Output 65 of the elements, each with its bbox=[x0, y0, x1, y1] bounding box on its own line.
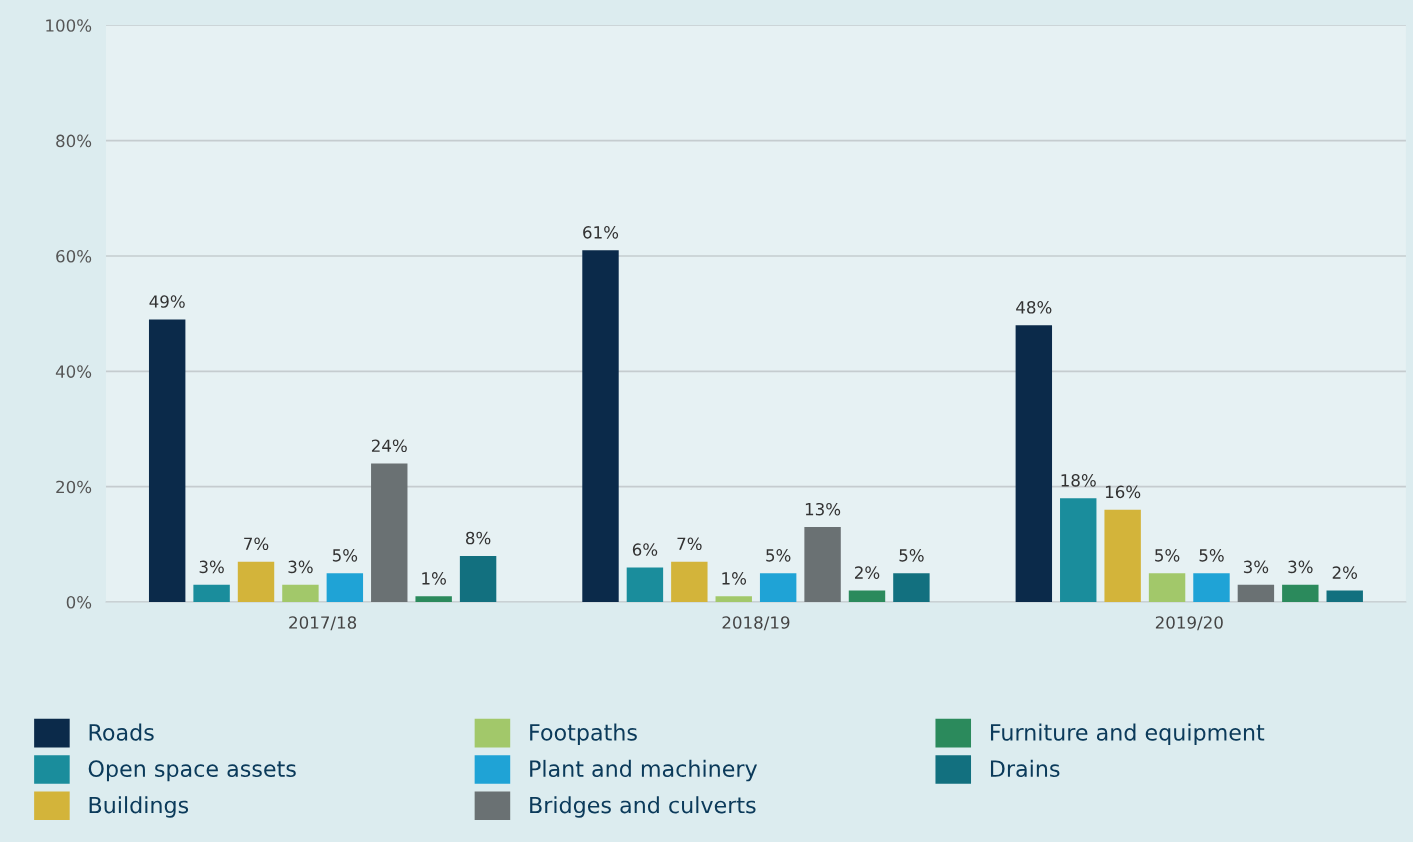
x-tick-label: 2019/20 bbox=[1155, 616, 1223, 631]
data-label: 48% bbox=[1016, 301, 1052, 314]
data-label: 16% bbox=[1105, 485, 1141, 499]
bar bbox=[326, 573, 364, 603]
bar bbox=[1282, 584, 1319, 603]
data-label: 8% bbox=[466, 531, 491, 545]
y-tick-label: 40% bbox=[55, 365, 92, 378]
data-label: 1% bbox=[722, 572, 747, 585]
bar bbox=[626, 567, 664, 603]
data-label: 5% bbox=[899, 549, 924, 562]
legend-label: Open space assets bbox=[88, 760, 296, 782]
y-tick-label: 100% bbox=[46, 19, 92, 32]
data-label: 18% bbox=[1061, 474, 1096, 487]
data-label: 13% bbox=[805, 502, 841, 516]
legend-label: Buildings bbox=[89, 796, 189, 818]
legend-label: Bridges and culverts bbox=[530, 796, 756, 818]
data-label: 3% bbox=[1243, 560, 1269, 574]
data-label: 5% bbox=[332, 549, 358, 562]
legend-label: Footpaths bbox=[530, 723, 637, 746]
data-label: 2% bbox=[854, 566, 880, 579]
bar bbox=[1060, 498, 1097, 603]
data-label: 7% bbox=[244, 537, 269, 551]
bar bbox=[148, 319, 186, 603]
bar bbox=[1193, 573, 1230, 603]
legend-label: Drains bbox=[990, 759, 1060, 778]
data-label: 61% bbox=[583, 226, 619, 239]
bar bbox=[282, 584, 319, 603]
y-tick-label: 0% bbox=[66, 595, 92, 609]
bar bbox=[1237, 584, 1275, 603]
bar bbox=[582, 250, 619, 603]
y-tick-label: 20% bbox=[56, 480, 92, 494]
legend-label: Furniture and equipment bbox=[990, 723, 1265, 746]
bar bbox=[1104, 509, 1141, 603]
legend-label: Plant and machinery bbox=[530, 759, 758, 782]
data-label: 2% bbox=[1332, 566, 1358, 579]
data-label: 3% bbox=[288, 560, 313, 574]
data-label: 5% bbox=[1199, 549, 1224, 562]
bar bbox=[237, 561, 275, 603]
bar bbox=[1326, 590, 1363, 603]
data-label: 7% bbox=[677, 537, 702, 551]
bar bbox=[193, 584, 230, 603]
data-label: 5% bbox=[1155, 549, 1180, 562]
legend-label: Roads bbox=[89, 723, 154, 741]
data-label: 5% bbox=[766, 549, 791, 562]
data-label: 3% bbox=[199, 560, 224, 574]
bar bbox=[1148, 573, 1186, 603]
bar bbox=[371, 463, 408, 603]
data-label: 3% bbox=[1288, 560, 1313, 574]
bar bbox=[715, 596, 752, 603]
data-label: 1% bbox=[422, 572, 446, 585]
bar bbox=[415, 596, 452, 603]
bar bbox=[804, 527, 841, 603]
data-label: 6% bbox=[632, 543, 658, 556]
data-label: 49% bbox=[149, 295, 185, 308]
data-label: 24% bbox=[371, 439, 407, 453]
y-tick-label: 60% bbox=[56, 249, 92, 263]
bar bbox=[759, 573, 797, 603]
y-tick-label: 80% bbox=[56, 134, 92, 148]
x-tick-label: 2018/19 bbox=[722, 616, 790, 631]
bar bbox=[848, 590, 886, 603]
bar bbox=[893, 573, 930, 603]
bar bbox=[1015, 325, 1053, 603]
bar bbox=[671, 561, 708, 603]
x-tick-label: 2017/18 bbox=[289, 616, 357, 631]
bar bbox=[459, 555, 497, 603]
